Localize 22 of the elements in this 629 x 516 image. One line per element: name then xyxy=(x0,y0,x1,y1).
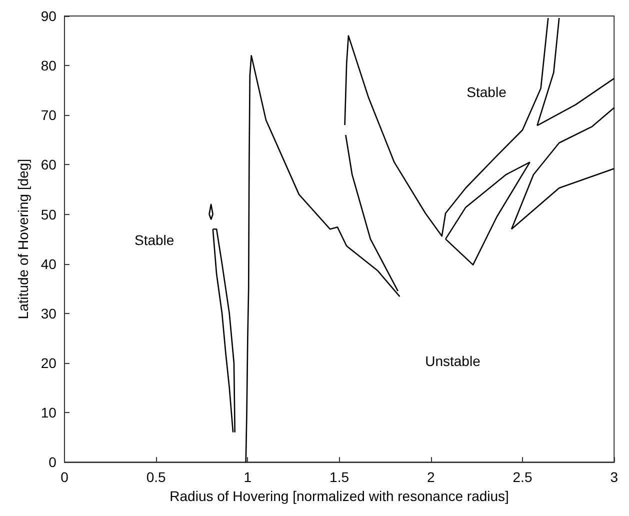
y-tick-label: 10 xyxy=(40,404,57,421)
x-axis-title: Radius of Hovering [normalized with resonance radius] xyxy=(170,488,509,504)
y-tick-label: 20 xyxy=(40,354,57,371)
x-tick-label: 1 xyxy=(244,469,252,486)
x-tick-label: 0 xyxy=(60,469,69,486)
x-tick-label: 3 xyxy=(610,469,618,486)
y-tick-label: 50 xyxy=(40,206,57,222)
annotation: Unstable xyxy=(425,352,481,369)
y-tick-label: 90 xyxy=(40,8,57,24)
y-tick-label: 0 xyxy=(48,454,57,470)
x-tick-label: 2 xyxy=(426,469,435,486)
y-tick-label: 60 xyxy=(40,156,57,173)
y-tick-label: 40 xyxy=(40,256,57,272)
y-tick-label: 30 xyxy=(40,305,57,322)
y-tick-label: 80 xyxy=(40,58,57,74)
x-tick-label: 2.5 xyxy=(512,469,532,486)
annotation: Stable xyxy=(134,232,174,248)
y-tick-label: 70 xyxy=(40,107,57,124)
annotation: Stable xyxy=(466,84,507,100)
y-axis-title: Latitude of Hovering [deg] xyxy=(15,158,31,320)
x-tick-label: 1.5 xyxy=(330,469,350,486)
x-tick-label: 0.5 xyxy=(146,469,166,486)
